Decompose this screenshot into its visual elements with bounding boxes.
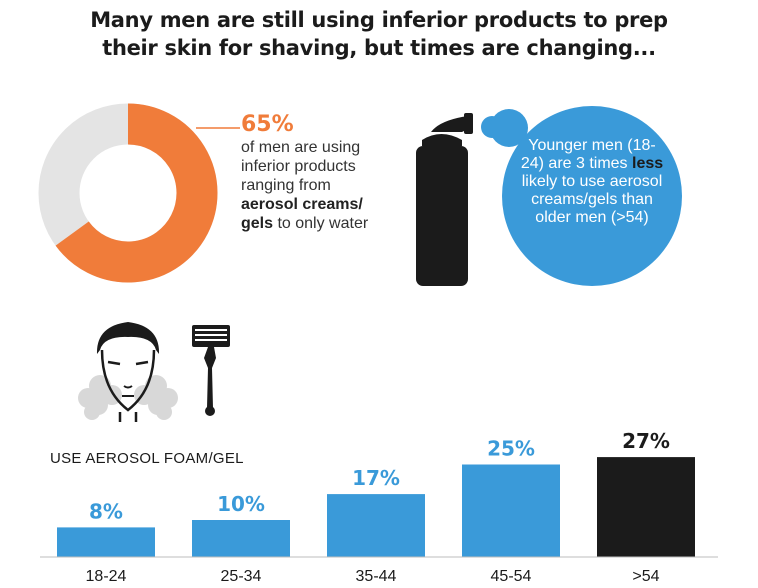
bar-value-label: 17% bbox=[352, 466, 400, 490]
donut-description: 65% of men are using inferior products r… bbox=[241, 113, 381, 233]
bar->54 bbox=[597, 457, 695, 557]
bubble-text: Younger men (18-24) are 3 times less lik… bbox=[519, 137, 665, 227]
aerosol-can-icon bbox=[416, 113, 473, 286]
bar-45-54 bbox=[462, 464, 560, 557]
man-face-icon bbox=[78, 322, 178, 422]
speech-bubble bbox=[481, 106, 682, 286]
bubble-text-after: likely to use aerosol creams/gels than o… bbox=[521, 173, 663, 226]
bubble-text-bold: less bbox=[632, 155, 664, 172]
x-tick-label: 25-34 bbox=[221, 568, 262, 585]
title-line-2: their skin for shaving, but times are ch… bbox=[102, 36, 656, 60]
bubble-main-circle bbox=[502, 106, 682, 286]
page-title: Many men are still using inferior produc… bbox=[0, 6, 758, 62]
x-tick-label: >54 bbox=[632, 568, 659, 585]
bar-18-24 bbox=[57, 527, 155, 557]
bar-value-label: 27% bbox=[622, 429, 670, 453]
bar-25-34 bbox=[192, 520, 290, 557]
bar-chart: 8% 18-24 10% 25-34 17% 35-44 25% 45-54 27% >54 bbox=[57, 429, 695, 585]
bar-35-44 bbox=[327, 494, 425, 557]
x-tick-label: 18-24 bbox=[86, 568, 127, 585]
donut-text-after: to only water bbox=[273, 215, 369, 232]
title-line-1: Many men are still using inferior produc… bbox=[90, 8, 668, 32]
bubble-medium-circle bbox=[490, 109, 528, 147]
donut-percent-label: 65% bbox=[241, 112, 294, 137]
razor-icon bbox=[192, 325, 230, 416]
donut-text-bold: aerosol creams/ gels bbox=[241, 196, 363, 232]
bar-value-label: 8% bbox=[89, 499, 123, 523]
bar-value-label: 25% bbox=[487, 437, 535, 461]
x-tick-label: 45-54 bbox=[491, 568, 532, 585]
chart-title: USE AEROSOL FOAM/GEL bbox=[50, 450, 244, 467]
donut-65-segment bbox=[55, 103, 218, 283]
bar-value-label: 10% bbox=[217, 492, 265, 516]
donut-text-before: of men are using inferior products rangi… bbox=[241, 139, 361, 194]
donut-chart bbox=[38, 103, 240, 283]
x-tick-label: 35-44 bbox=[356, 568, 397, 585]
foam-left bbox=[78, 375, 122, 420]
bubble-text-before: Younger men (18-24) are 3 times bbox=[520, 137, 656, 172]
